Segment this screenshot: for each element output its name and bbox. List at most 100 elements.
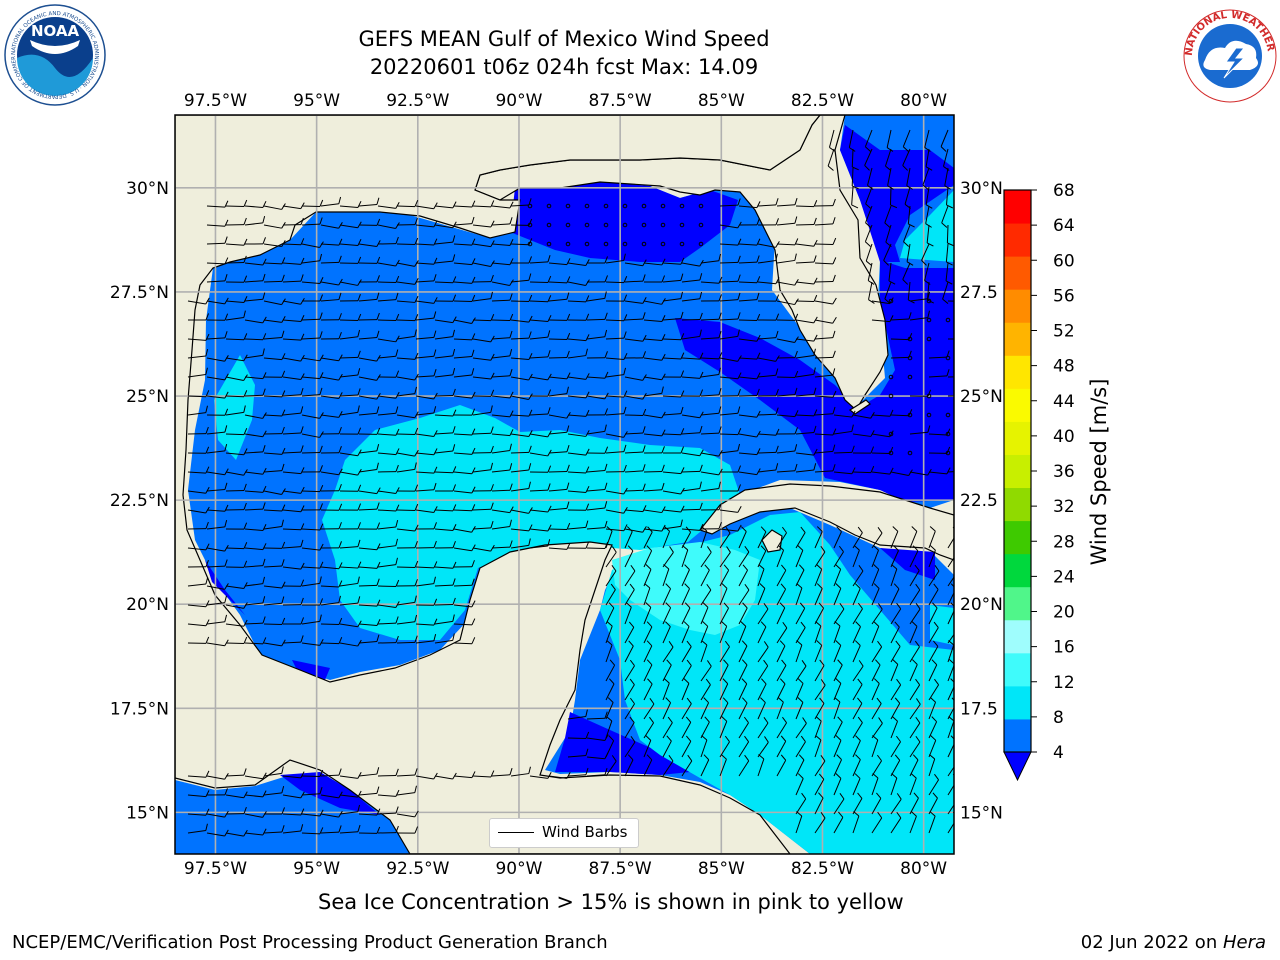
wind-barb-feather <box>683 621 690 627</box>
wind-barb-feather <box>224 331 228 339</box>
wind-barb <box>339 411 358 416</box>
wind-barb-feather <box>664 526 670 532</box>
wind-barb-feather <box>566 372 571 380</box>
wind-barb <box>928 702 937 720</box>
wind-barb <box>377 299 396 302</box>
wind-barb-feather <box>832 217 836 225</box>
wind-barb <box>263 772 282 777</box>
wind-barb-feather <box>661 386 664 394</box>
wind-barb <box>358 357 377 362</box>
wind-barb <box>225 357 244 362</box>
wind-barb <box>605 589 616 606</box>
lat-tick-labels-right: 30°N27.525°N22.520°N17.515°N <box>960 179 1003 824</box>
lon-tick-labels-bottom: 97.5°W 95°W 92.5°W 90°W 87.5°W 85°W 82.5°W 80°W <box>184 859 947 879</box>
wind-barb <box>947 743 954 758</box>
wind-barb-feather <box>205 405 208 413</box>
wind-barb-feather <box>611 755 617 762</box>
wind-barb <box>828 129 835 148</box>
wind-barb <box>339 452 358 457</box>
wind-barb <box>643 376 662 381</box>
wind-barb-feather <box>851 204 859 209</box>
wind-barb-feather <box>796 640 803 646</box>
wind-barb <box>662 682 670 701</box>
wind-barb <box>225 433 245 436</box>
wind-barb <box>434 775 453 780</box>
wind-barb <box>662 531 671 549</box>
wind-8-12-atlantic <box>900 190 954 262</box>
wind-barb-feather <box>243 582 248 589</box>
wind-barb-feather <box>300 274 304 282</box>
wind-barb <box>605 451 624 454</box>
wind-barb <box>320 774 340 777</box>
wind-barb <box>225 774 245 777</box>
calm-marker <box>546 222 552 228</box>
wind-barb <box>719 588 728 606</box>
wind-barb-feather <box>547 771 552 779</box>
wind-barb-feather <box>205 823 208 831</box>
wind-barb <box>244 832 263 836</box>
wind-barb <box>852 684 863 701</box>
wind-barb <box>187 623 206 627</box>
wind-barb <box>263 452 282 455</box>
wind-barb <box>529 433 548 438</box>
wind-barb <box>396 528 415 532</box>
wind-barb <box>624 645 634 663</box>
wind-barb-feather <box>224 559 228 567</box>
wind-barb-feather <box>414 524 419 532</box>
wind-barb-feather <box>224 595 227 603</box>
wind-barb-feather <box>395 292 399 300</box>
wind-barb-feather <box>761 678 767 685</box>
wind-barb-feather <box>224 408 229 416</box>
wind-barb <box>320 261 340 264</box>
calm-marker <box>641 203 647 209</box>
wind-barb-feather <box>319 387 323 395</box>
wind-barb <box>301 547 320 551</box>
wind-barb <box>605 395 624 398</box>
wind-barb <box>681 279 700 283</box>
wind-barb-feather <box>910 811 917 817</box>
wind-barb-feather <box>376 256 381 264</box>
wind-barb <box>244 471 263 475</box>
wind-barb <box>225 395 245 398</box>
wind-barb-feather <box>452 614 455 622</box>
wind-barb <box>681 626 690 644</box>
wind-barb <box>814 569 823 587</box>
wind-barb-feather <box>205 560 209 567</box>
wind-barb-feather <box>490 462 494 470</box>
wind-barb <box>738 338 757 342</box>
wind-barb-feather <box>680 519 683 527</box>
wind-barb <box>206 262 226 265</box>
colorbar-tick-label: 8 <box>1053 708 1064 728</box>
wind-barb-feather <box>319 786 323 794</box>
wind-barb <box>472 469 491 473</box>
wind-barb <box>529 319 548 323</box>
wind-barb-feather <box>604 312 608 320</box>
wind-barb-feather <box>642 296 647 304</box>
wind-barb <box>909 741 921 758</box>
wind-barb <box>529 545 548 549</box>
wind-barb-feather <box>608 602 615 609</box>
wind-barb <box>206 205 225 208</box>
wind-barb-feather <box>243 238 248 246</box>
wind-barb <box>586 774 605 777</box>
wind-barb <box>301 793 320 796</box>
wind-barb-feather <box>911 621 918 627</box>
wind-barb-feather <box>834 697 841 703</box>
wind-barb-feather <box>509 349 513 357</box>
wind-barb <box>624 606 632 625</box>
wind-barb <box>814 797 824 815</box>
wind-barb <box>909 664 918 682</box>
wind-barb <box>833 414 852 418</box>
calm-marker <box>907 412 913 418</box>
wind-barb <box>396 774 416 777</box>
wind-barb <box>884 148 892 167</box>
wind-barb-feather <box>705 678 711 685</box>
wind-barb-feather <box>471 408 476 416</box>
wind-barb-feather <box>376 312 380 320</box>
svg-text:NOAA: NOAA <box>31 22 80 40</box>
wind-barb-feather <box>756 255 760 263</box>
wind-barb <box>358 337 377 340</box>
wind-barb-feather <box>649 697 655 705</box>
wind-barb <box>928 779 940 796</box>
colorbar-under-extension <box>1003 751 1032 782</box>
